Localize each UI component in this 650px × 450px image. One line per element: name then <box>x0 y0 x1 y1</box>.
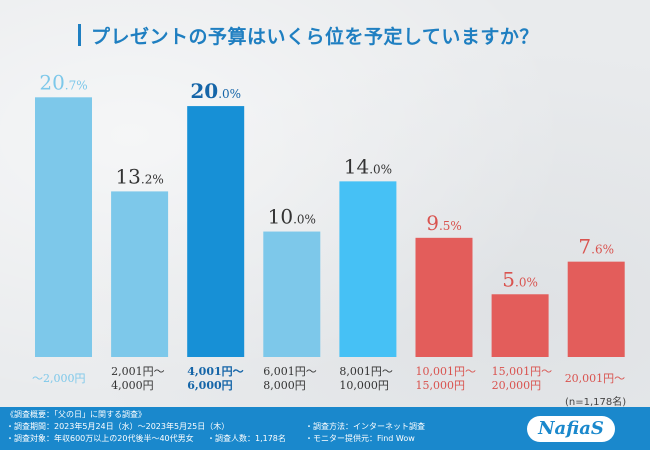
category-label-5-1: 15,000円 <box>416 379 466 392</box>
survey-footer: 《調査概要：「父の日」に関する調査》 ・調査期間：2023年5月24日（水）～2… <box>0 407 650 450</box>
category-label-4-1: 10,000円 <box>339 379 389 392</box>
category-label-0-0: ～2,000円 <box>32 372 86 385</box>
sample-size: (n=1,178名) <box>565 397 627 408</box>
category-label-4-0: 8,001円～ <box>339 365 393 378</box>
nafias-logo: NafiaS <box>527 416 615 442</box>
category-label-2-1: 6,000円 <box>187 379 232 392</box>
value-label-7: 7.6% <box>578 235 614 259</box>
bar-4 <box>339 181 397 357</box>
bar-6 <box>491 294 549 357</box>
category-label-6-1: 20,000円 <box>492 379 541 392</box>
bar-3 <box>263 231 321 357</box>
title-accent-bar <box>78 24 81 46</box>
category-label-1-0: 2,001円～ <box>111 365 165 378</box>
category-label-3-1: 8,000円 <box>263 379 306 392</box>
chart-title: プレゼントの予算はいくら位を予定していますか？ <box>91 25 539 48</box>
bar-chart: 20.7% ～2,000円 13.2% 2,001円～4,000円 20.0% 4,001… <box>32 70 626 392</box>
category-label-6-0: 15,001円～ <box>492 365 552 378</box>
survey-target: ・調査対象：年収600万以上の20代後半～40代男女 <box>6 434 194 443</box>
value-label-3: 10.0% <box>268 205 316 229</box>
category-label-7-0: 20,001円～ <box>565 372 626 385</box>
bar-2 <box>187 106 245 357</box>
survey-method: ・調査方法：インターネット調査 <box>305 422 425 431</box>
survey-period: ・調査期間：2023年5月24日（水）～2023年5月25日（木） <box>6 422 230 431</box>
bar-0 <box>35 97 92 358</box>
category-label-5-0: 10,001円～ <box>416 365 477 378</box>
value-label-6: 5.0% <box>502 267 538 291</box>
category-label-3-0: 6,001円～ <box>263 365 317 378</box>
value-label-4: 14.0% <box>344 154 392 178</box>
bar-1 <box>111 191 169 357</box>
bar-5 <box>415 237 473 357</box>
category-label-1-1: 4,000円 <box>111 379 154 392</box>
category-label-2-0: 4,001円～ <box>187 365 243 378</box>
value-label-2: 20.0% <box>190 79 241 103</box>
value-label-5: 9.5% <box>426 211 462 235</box>
value-label-1: 13.2% <box>115 164 163 188</box>
survey-outline: 《調査概要：「父の日」に関する調査》 <box>6 410 146 419</box>
bar-7 <box>567 261 625 357</box>
chart-title-wrap: プレゼントの予算はいくら位を予定していますか？ <box>78 22 539 48</box>
survey-count: ・調査人数：1,178名 <box>207 434 286 443</box>
value-label-0: 20.7% <box>39 70 87 94</box>
monitor-provider: ・モニター提供元：Find Wow <box>305 434 415 443</box>
